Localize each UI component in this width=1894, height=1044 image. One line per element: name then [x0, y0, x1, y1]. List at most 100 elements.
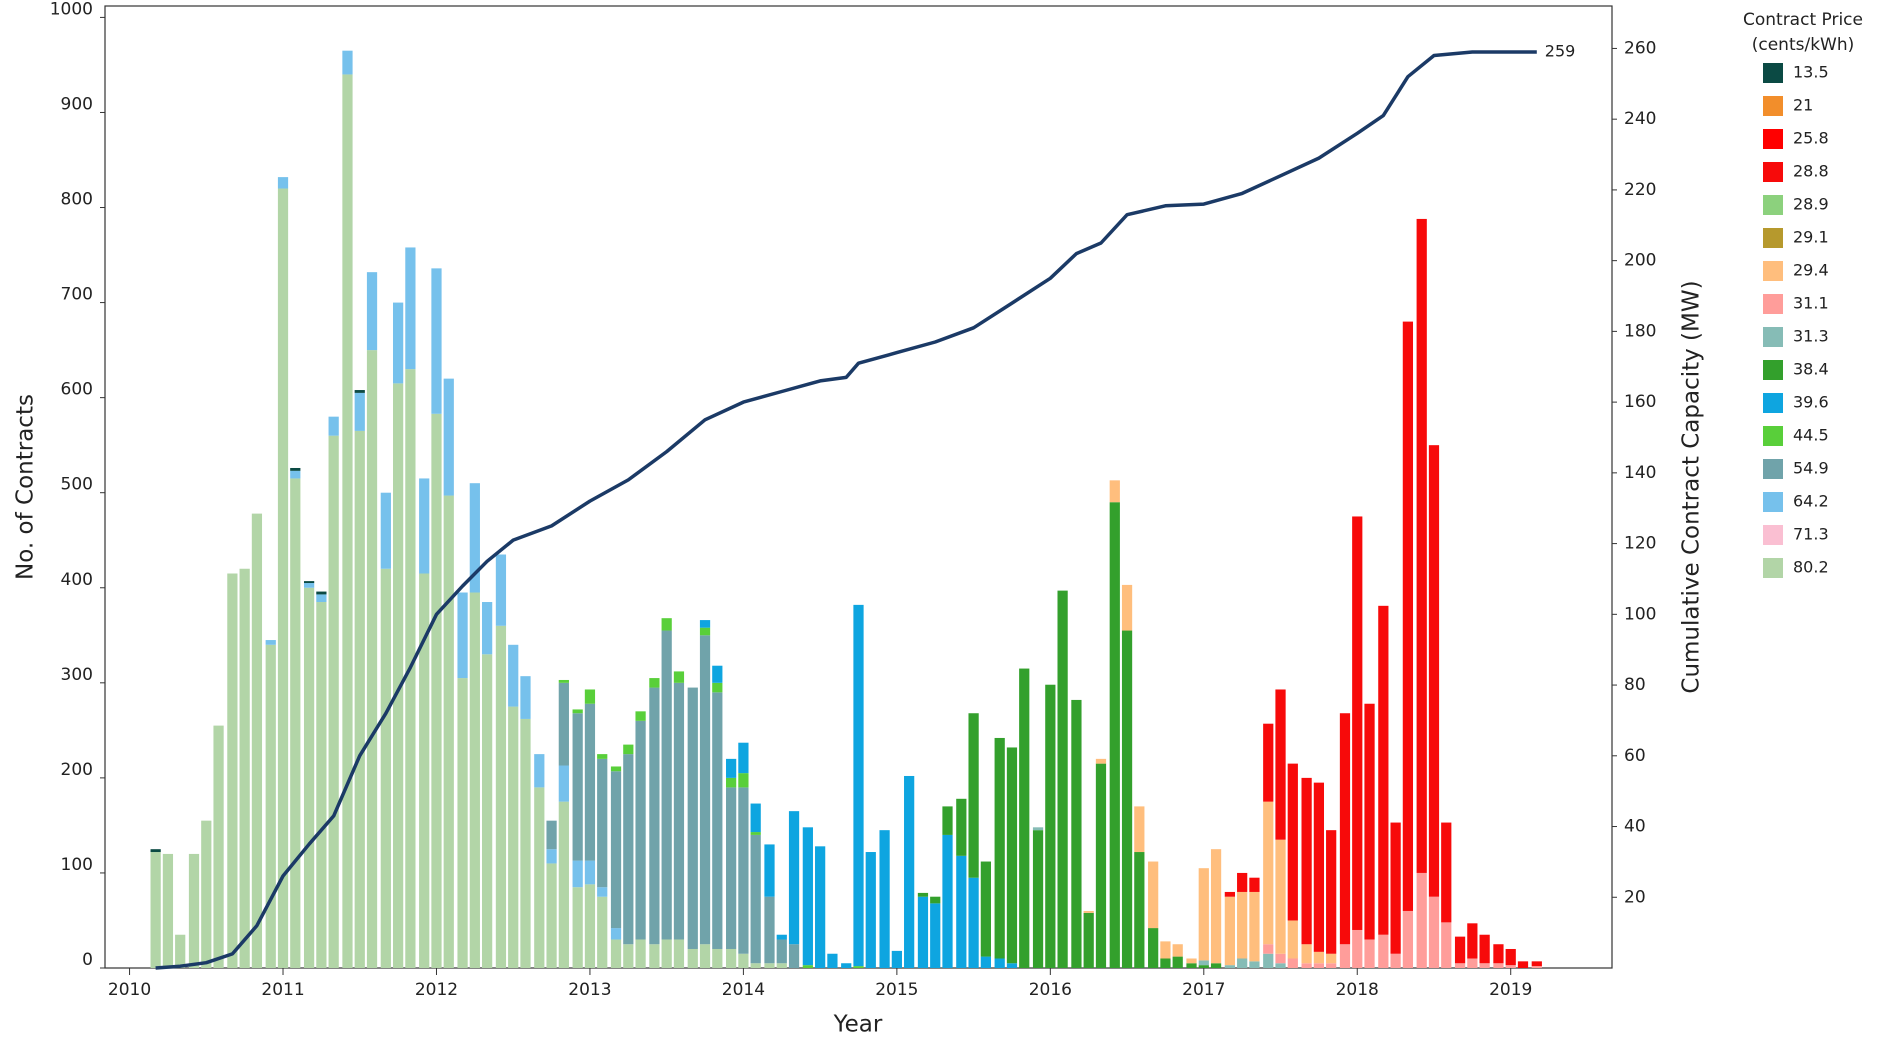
bar-segment: [1186, 963, 1197, 968]
bar-segment: [1134, 806, 1145, 853]
bar-segment: [457, 592, 468, 679]
y-tick-label: 800: [61, 190, 93, 210]
bar-segment: [558, 765, 569, 802]
bar-segment: [802, 827, 813, 966]
bar-segment: [597, 754, 608, 759]
legend-swatch: [1763, 96, 1783, 116]
bar-segment: [738, 953, 749, 968]
bar-segment: [699, 635, 711, 945]
bar-segment: [380, 568, 391, 968]
bar-segment: [930, 903, 941, 968]
legend-label: 38.4: [1793, 360, 1829, 379]
legend-swatch: [1763, 360, 1783, 380]
bar-segment: [623, 744, 634, 755]
bar-segment: [277, 177, 289, 189]
bar-segment: [1378, 605, 1389, 935]
y2-tick-label: 60: [1624, 746, 1646, 766]
bar-segment: [661, 630, 672, 940]
bar-segment: [764, 896, 775, 964]
bar-segment: [1275, 839, 1286, 954]
bar-segment: [1210, 963, 1222, 968]
bar-segment: [712, 682, 723, 693]
bar-segment: [853, 966, 864, 968]
bar-segment: [469, 592, 480, 968]
bar-segment: [213, 725, 224, 968]
y-tick-label: 500: [61, 475, 93, 495]
bar-segment: [277, 188, 289, 968]
bar-segment: [1313, 951, 1325, 964]
bar-segment: [1237, 958, 1248, 968]
bar-segment: [750, 832, 761, 835]
bar-segment: [942, 834, 953, 968]
bar-segment: [1378, 934, 1389, 968]
legend-label: 29.1: [1793, 228, 1829, 247]
bar-segment: [699, 627, 711, 636]
bar-segment: [1479, 963, 1490, 968]
x-tick-label: 2019: [1489, 980, 1532, 1000]
line-end-label: 259: [1545, 41, 1576, 60]
legend-title: (cents/kWh): [1752, 35, 1855, 55]
y-axis-title: No. of Contracts: [13, 394, 39, 580]
bar-segment: [1172, 956, 1183, 968]
bar-segment: [1301, 944, 1312, 964]
bar-segment: [623, 754, 634, 945]
bar-segment: [649, 678, 660, 688]
bar-segment: [738, 773, 749, 788]
bar-segment: [443, 495, 454, 968]
bar-segment: [265, 644, 276, 968]
bar-segment: [1237, 872, 1248, 892]
bar-segment: [776, 963, 787, 968]
bar-segment: [726, 787, 737, 949]
bar-segment: [482, 654, 493, 968]
bar-segment: [673, 671, 685, 683]
legend-label: 80.2: [1793, 558, 1829, 577]
bar-segment: [1428, 896, 1440, 968]
bar-segment: [150, 852, 161, 968]
bar-segment: [597, 896, 608, 968]
x-tick-label: 2011: [261, 980, 304, 1000]
bar-segment: [712, 665, 723, 683]
bar-segment: [764, 844, 775, 897]
bar-segment: [1416, 218, 1427, 873]
bar-segment: [201, 820, 212, 968]
bar-segment: [687, 948, 698, 968]
bar-segment: [776, 934, 787, 940]
bar-segment: [1249, 877, 1260, 892]
bar-segment: [1390, 953, 1401, 968]
bar-segment: [649, 944, 660, 968]
bar-segment: [1134, 852, 1145, 968]
y2-tick-label: 40: [1624, 817, 1646, 837]
bar-segment: [1287, 958, 1298, 968]
bar-segment: [1263, 723, 1274, 802]
legend-label: 54.9: [1793, 459, 1829, 478]
x-tick-label: 2010: [108, 980, 151, 1000]
legend-label: 28.9: [1793, 195, 1829, 214]
bar-segment: [303, 581, 315, 584]
bar-segment: [750, 963, 761, 968]
bar-segment: [1517, 961, 1529, 968]
legend-label: 29.4: [1793, 261, 1829, 280]
y2-tick-label: 220: [1624, 180, 1656, 200]
y-tick-label: 600: [61, 380, 93, 400]
bar-segment: [956, 855, 967, 968]
bar-segment: [303, 587, 315, 968]
y-tick-label: 300: [61, 665, 93, 685]
bar-segment: [841, 963, 852, 968]
y2-tick-label: 200: [1624, 251, 1656, 271]
bar-segment: [419, 573, 430, 968]
y-tick-label: 1000: [50, 0, 93, 19]
y2-tick-label: 100: [1624, 604, 1656, 624]
x-tick-label: 2015: [875, 980, 918, 1000]
bar-segment: [1313, 782, 1325, 952]
bar-segment: [290, 467, 301, 471]
bar-segment: [227, 573, 238, 968]
bar-segment: [290, 478, 301, 968]
legend-label: 44.5: [1793, 426, 1829, 445]
bar-segment: [342, 74, 353, 968]
bar-segment: [572, 860, 583, 888]
bar-segment: [1224, 965, 1235, 968]
bar-segment: [1390, 822, 1401, 954]
legend-swatch: [1763, 492, 1783, 512]
bar-segment: [1402, 910, 1414, 968]
bar-segment: [1121, 584, 1133, 631]
